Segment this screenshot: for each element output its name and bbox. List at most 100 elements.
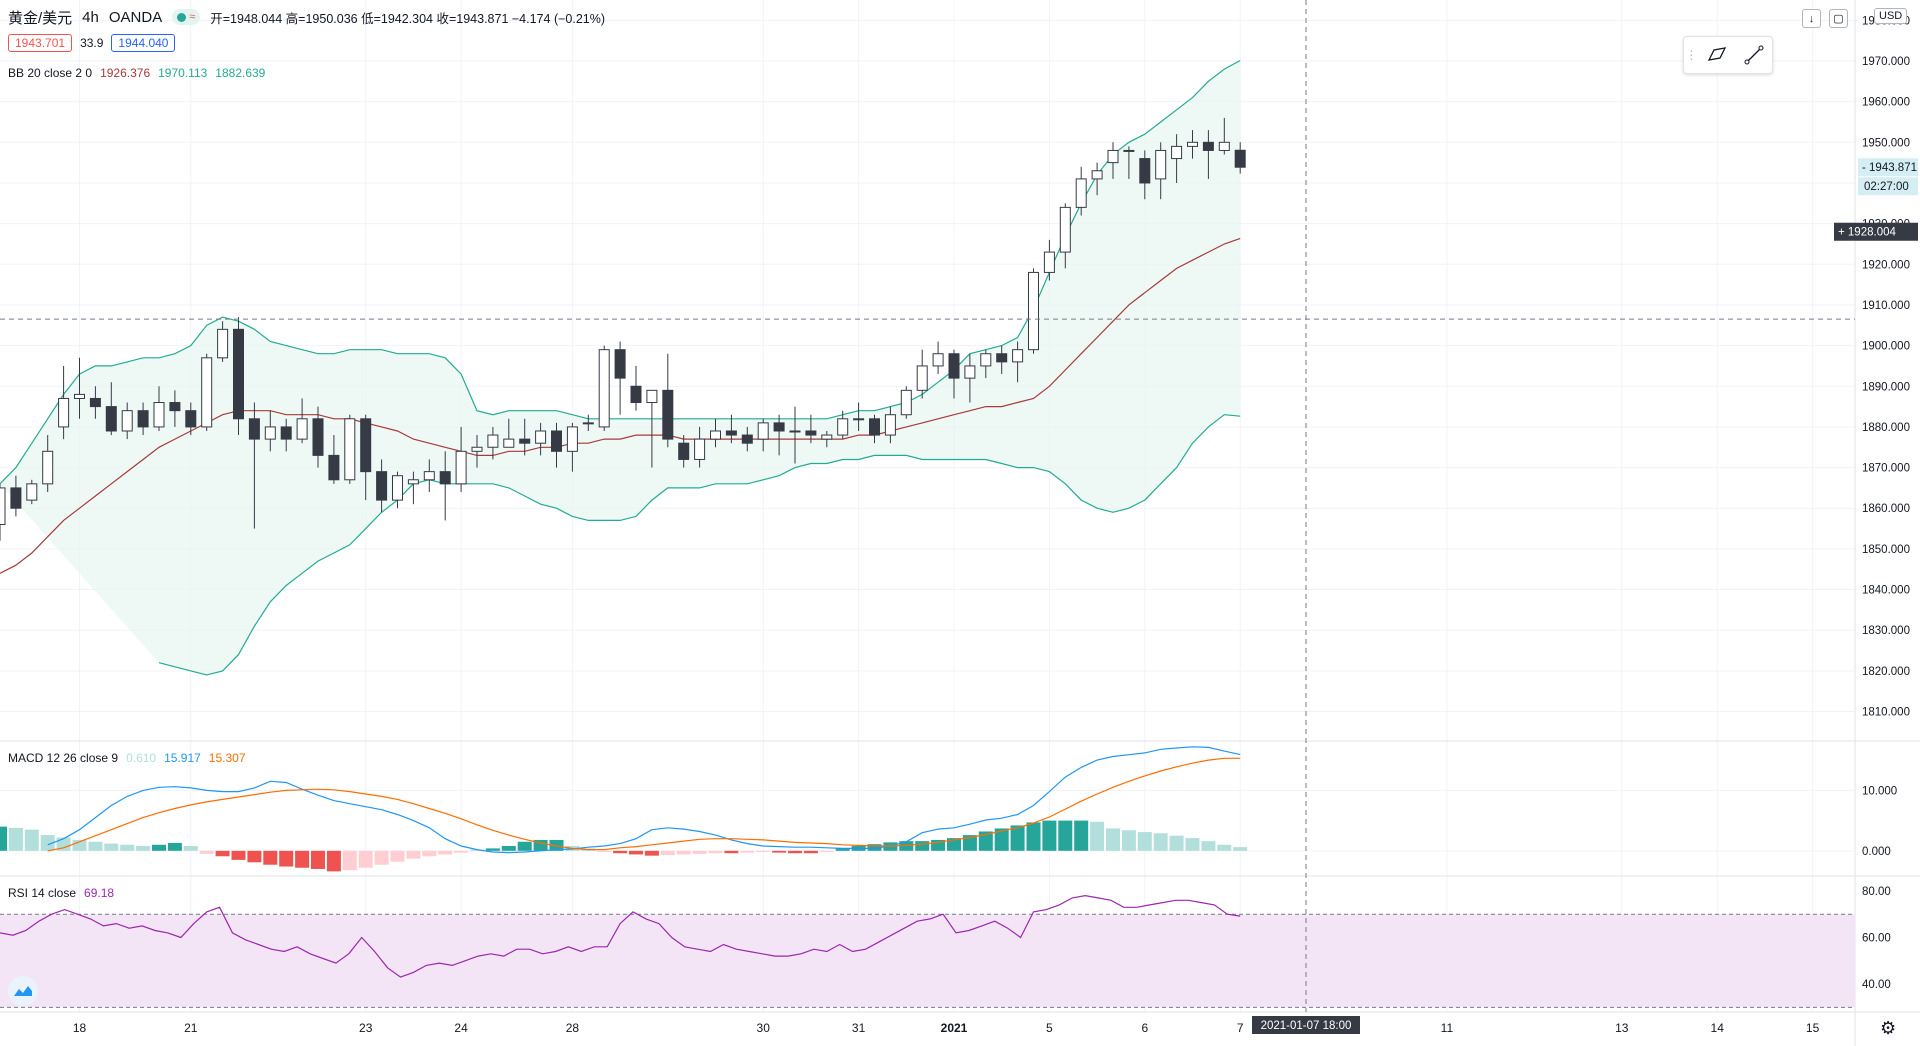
crosshair-price-label: + 1928.004 xyxy=(1838,227,1896,239)
rsi-value: 69.18 xyxy=(84,886,115,900)
macd-histogram-bar xyxy=(867,844,882,851)
macd-histogram-bar xyxy=(978,831,993,851)
macd-histogram-bar xyxy=(644,850,659,856)
macd-histogram-bar xyxy=(1058,820,1073,851)
macd-histogram-bar xyxy=(263,850,278,865)
candle-body xyxy=(566,426,578,452)
settings-gear-icon[interactable]: ⚙ xyxy=(1880,1018,1897,1038)
macd-histogram-bar xyxy=(485,848,500,851)
macd-histogram-bar xyxy=(788,850,802,854)
macd-histogram-bar xyxy=(915,841,930,851)
macd-histogram-bar xyxy=(1106,828,1120,851)
trade-buttons: 1943.701 33.9 1944.040 xyxy=(8,34,176,52)
candle-body xyxy=(551,430,562,452)
candle-body xyxy=(233,328,244,420)
date-tick-label: 2021 xyxy=(941,1021,968,1035)
candle-body xyxy=(710,430,721,440)
candle-body xyxy=(1171,145,1183,160)
price-tick-label: 1900.000 xyxy=(1862,341,1910,353)
candle-body xyxy=(1075,178,1087,208)
bollinger-legend[interactable]: BB 20 close 2 0 1926.376 1970.113 1882.6… xyxy=(8,66,265,80)
macd-histogram-bar xyxy=(104,843,119,851)
buy-button[interactable]: 1944.040 xyxy=(111,34,176,52)
macd-tick-label: 0.000 xyxy=(1862,846,1891,858)
macd-histogram-bar xyxy=(1169,835,1184,851)
date-tick-label: 28 xyxy=(566,1021,580,1035)
bb-lower-value: 1882.639 xyxy=(215,66,266,80)
price-tick-label: 1870.000 xyxy=(1862,463,1910,475)
candle-body xyxy=(646,389,658,404)
macd-histogram-bar xyxy=(56,837,71,851)
macd-legend[interactable]: MACD 12 26 close 9 0.610 15.917 15.307 xyxy=(8,751,246,765)
candle-body xyxy=(662,389,674,440)
macd-tick-label: 10.000 xyxy=(1862,785,1897,797)
date-tick-label: 30 xyxy=(757,1021,771,1035)
candle-body xyxy=(837,418,849,436)
candle-body xyxy=(916,365,928,391)
candle-body xyxy=(74,393,85,399)
rsi-line xyxy=(0,894,1241,978)
macd-histogram-bar xyxy=(962,835,977,851)
macd-histogram-bar xyxy=(8,827,23,851)
candle-body xyxy=(10,487,22,509)
macd-histogram-bar xyxy=(772,850,787,853)
candle-body xyxy=(1091,170,1103,180)
macd-histogram-bar xyxy=(470,849,484,851)
macd-histogram-bar xyxy=(660,850,675,856)
maximize-icon[interactable]: ▢ xyxy=(1829,9,1848,28)
date-tick-label: 5 xyxy=(1046,1021,1053,1035)
rsi-pane xyxy=(0,894,1855,1008)
candle-body xyxy=(153,402,165,428)
rsi-tick-label: 40.00 xyxy=(1862,979,1891,991)
candle-body xyxy=(58,397,70,428)
macd-histogram-bar xyxy=(0,826,7,851)
symbol-name[interactable]: 黄金/美元 xyxy=(8,9,73,27)
candle-body xyxy=(455,450,467,485)
candle-body xyxy=(344,418,356,481)
macd-histogram-bar xyxy=(183,845,198,851)
countdown-badge xyxy=(1858,177,1918,196)
date-tick-label: 31 xyxy=(852,1021,866,1035)
candle-body xyxy=(280,426,292,440)
candle-body xyxy=(630,385,642,404)
macd-histogram-bar xyxy=(931,839,946,851)
candle-body xyxy=(407,479,419,485)
rsi-legend[interactable]: RSI 14 close 69.18 xyxy=(8,886,114,900)
tradingview-logo-icon[interactable] xyxy=(8,976,38,1006)
crosshair-time-label: 2021-01-07 18:00 xyxy=(1261,1020,1352,1032)
macd-histogram-bar xyxy=(994,828,1009,851)
macd-histogram-bar xyxy=(136,845,151,851)
macd-histogram-bar xyxy=(549,839,564,851)
candle-body xyxy=(741,434,753,444)
crosshair-price-badge xyxy=(1834,222,1918,241)
macd-histogram-bar xyxy=(819,850,834,853)
candle-body xyxy=(185,410,197,428)
bollinger-lower-line xyxy=(158,414,1241,676)
candle-body xyxy=(853,418,865,421)
sell-button[interactable]: 1943.701 xyxy=(8,34,73,52)
currency-label[interactable]: USD xyxy=(1874,8,1908,24)
interval-label[interactable]: 4h xyxy=(82,8,99,26)
drag-handle-icon[interactable]: ⋮ xyxy=(1685,48,1698,62)
macd-histogram-bar xyxy=(708,850,723,854)
candle-body xyxy=(694,438,706,460)
candlestick-series xyxy=(0,117,1246,541)
candle-body xyxy=(248,418,260,440)
bollinger-band-fill xyxy=(0,60,1241,675)
date-tick-label: 18 xyxy=(73,1021,87,1035)
candle-body xyxy=(423,471,435,481)
pattern-tool-icon[interactable] xyxy=(1702,40,1732,70)
arrow-down-icon[interactable]: ↓ xyxy=(1802,9,1821,28)
candle-body xyxy=(789,430,801,433)
macd-histogram-bar xyxy=(167,842,182,851)
macd-histogram-bar xyxy=(438,850,453,855)
candle-body xyxy=(503,438,515,448)
candle-body xyxy=(217,328,229,359)
candle-body xyxy=(869,418,880,436)
candle-body xyxy=(328,454,340,481)
trendline-tool-icon[interactable] xyxy=(1739,40,1769,70)
candle-body xyxy=(1059,206,1071,253)
macd-hist-value: 0.610 xyxy=(126,751,157,765)
